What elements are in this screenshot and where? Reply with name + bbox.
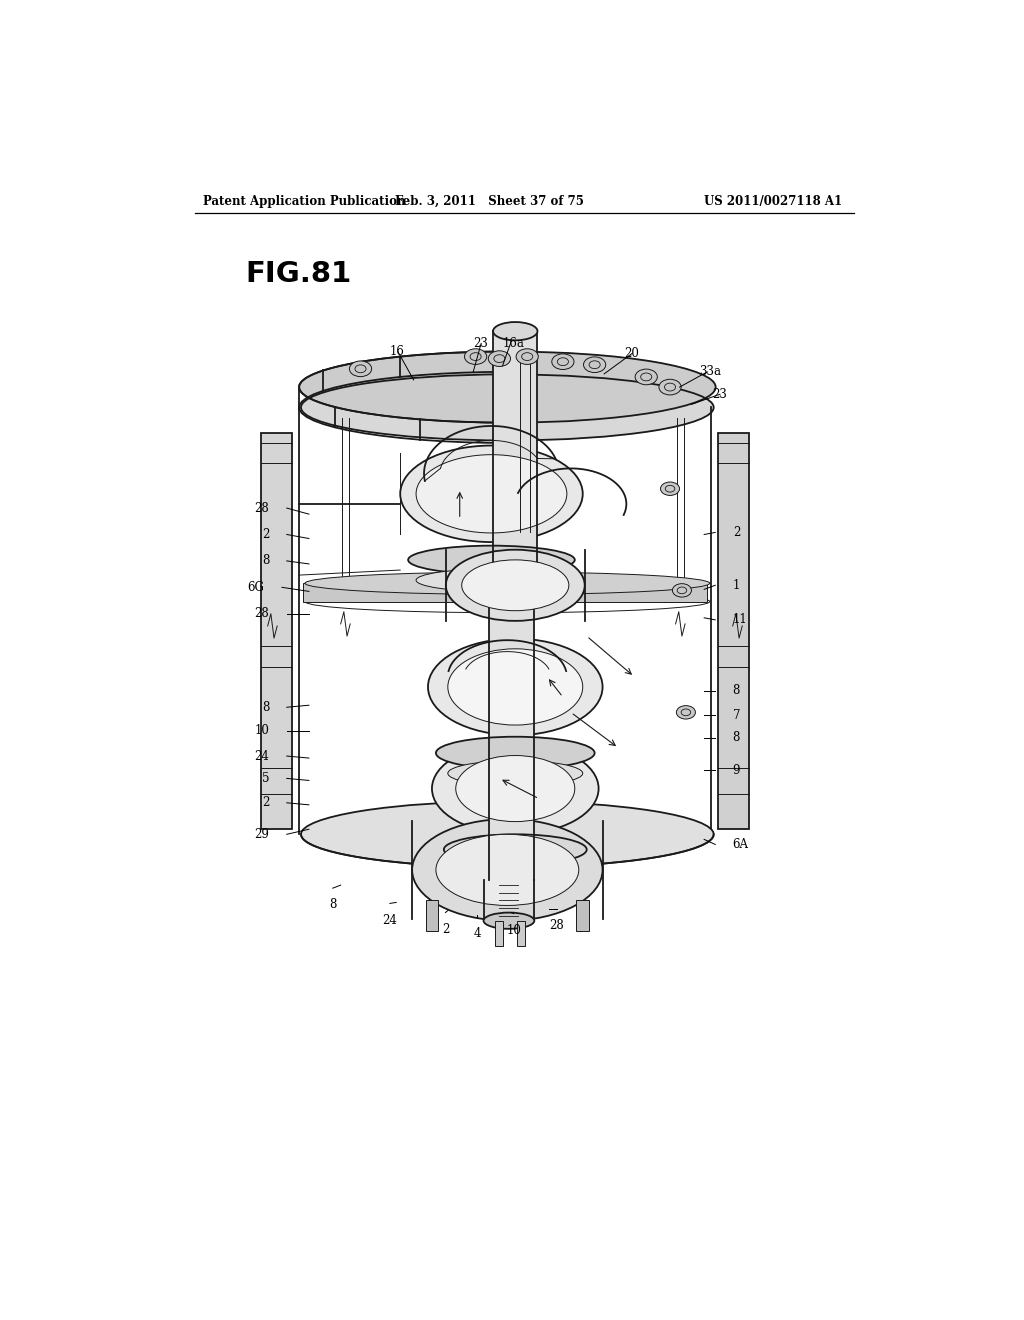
Ellipse shape bbox=[658, 379, 681, 395]
Text: 11: 11 bbox=[733, 614, 748, 627]
Text: 8: 8 bbox=[733, 731, 740, 744]
Text: 6A: 6A bbox=[733, 838, 749, 851]
Ellipse shape bbox=[305, 572, 710, 594]
Polygon shape bbox=[507, 375, 714, 867]
Polygon shape bbox=[495, 921, 503, 946]
Text: 33a: 33a bbox=[699, 366, 721, 379]
Text: FIG.81: FIG.81 bbox=[246, 260, 351, 288]
Text: 8: 8 bbox=[262, 701, 269, 714]
Ellipse shape bbox=[483, 912, 535, 929]
Text: 9: 9 bbox=[733, 764, 740, 776]
Ellipse shape bbox=[432, 743, 599, 834]
Polygon shape bbox=[718, 433, 750, 829]
Text: 23: 23 bbox=[473, 337, 488, 350]
Text: 28: 28 bbox=[255, 502, 269, 515]
Ellipse shape bbox=[465, 348, 486, 364]
Polygon shape bbox=[517, 921, 524, 946]
Ellipse shape bbox=[584, 356, 606, 372]
Text: 10: 10 bbox=[506, 924, 521, 937]
Text: 16: 16 bbox=[390, 345, 404, 358]
Text: 8: 8 bbox=[262, 554, 269, 568]
Text: 8: 8 bbox=[329, 899, 337, 911]
Text: Feb. 3, 2011   Sheet 37 of 75: Feb. 3, 2011 Sheet 37 of 75 bbox=[394, 194, 584, 207]
Ellipse shape bbox=[552, 354, 574, 370]
Ellipse shape bbox=[349, 360, 372, 376]
Ellipse shape bbox=[400, 446, 583, 543]
Text: 10: 10 bbox=[254, 725, 269, 737]
Text: 28: 28 bbox=[255, 607, 269, 620]
Ellipse shape bbox=[516, 348, 539, 364]
Polygon shape bbox=[494, 331, 538, 583]
Text: 2: 2 bbox=[733, 525, 740, 539]
Ellipse shape bbox=[462, 560, 569, 611]
Polygon shape bbox=[303, 583, 708, 602]
Ellipse shape bbox=[673, 583, 691, 597]
Text: 5: 5 bbox=[262, 772, 269, 785]
Text: 20: 20 bbox=[624, 347, 639, 360]
Text: 16a: 16a bbox=[503, 337, 524, 350]
Text: 28: 28 bbox=[549, 919, 564, 932]
Ellipse shape bbox=[677, 706, 695, 719]
Text: 2: 2 bbox=[441, 923, 450, 936]
Ellipse shape bbox=[416, 569, 567, 591]
Polygon shape bbox=[260, 433, 292, 829]
Ellipse shape bbox=[488, 351, 511, 367]
Text: 24: 24 bbox=[254, 750, 269, 763]
Polygon shape bbox=[489, 602, 534, 880]
Text: Patent Application Publication: Patent Application Publication bbox=[204, 194, 406, 207]
Ellipse shape bbox=[456, 858, 574, 882]
Text: 1: 1 bbox=[733, 578, 740, 591]
Ellipse shape bbox=[412, 818, 602, 921]
Ellipse shape bbox=[447, 760, 583, 785]
Text: 2: 2 bbox=[262, 796, 269, 809]
Text: 24: 24 bbox=[382, 913, 397, 927]
Polygon shape bbox=[483, 880, 535, 921]
Ellipse shape bbox=[494, 322, 538, 341]
Ellipse shape bbox=[445, 549, 585, 620]
Ellipse shape bbox=[409, 545, 574, 574]
Text: US 2011/0027118 A1: US 2011/0027118 A1 bbox=[705, 194, 842, 207]
Ellipse shape bbox=[436, 737, 595, 770]
Ellipse shape bbox=[443, 834, 587, 865]
Polygon shape bbox=[299, 351, 716, 422]
Ellipse shape bbox=[428, 639, 602, 735]
Ellipse shape bbox=[447, 649, 583, 725]
Text: 7: 7 bbox=[733, 709, 740, 722]
Text: 4: 4 bbox=[473, 927, 481, 940]
Text: 8: 8 bbox=[733, 685, 740, 697]
Ellipse shape bbox=[301, 801, 714, 867]
Text: 6G: 6G bbox=[248, 581, 264, 594]
Text: 2: 2 bbox=[262, 528, 269, 541]
Text: 23: 23 bbox=[712, 388, 727, 401]
Ellipse shape bbox=[436, 834, 579, 906]
Polygon shape bbox=[426, 900, 438, 931]
Ellipse shape bbox=[416, 454, 567, 533]
Ellipse shape bbox=[660, 482, 680, 495]
Ellipse shape bbox=[635, 370, 657, 384]
Polygon shape bbox=[577, 900, 589, 931]
Polygon shape bbox=[301, 375, 714, 441]
Ellipse shape bbox=[456, 755, 574, 821]
Text: 29: 29 bbox=[254, 828, 269, 841]
